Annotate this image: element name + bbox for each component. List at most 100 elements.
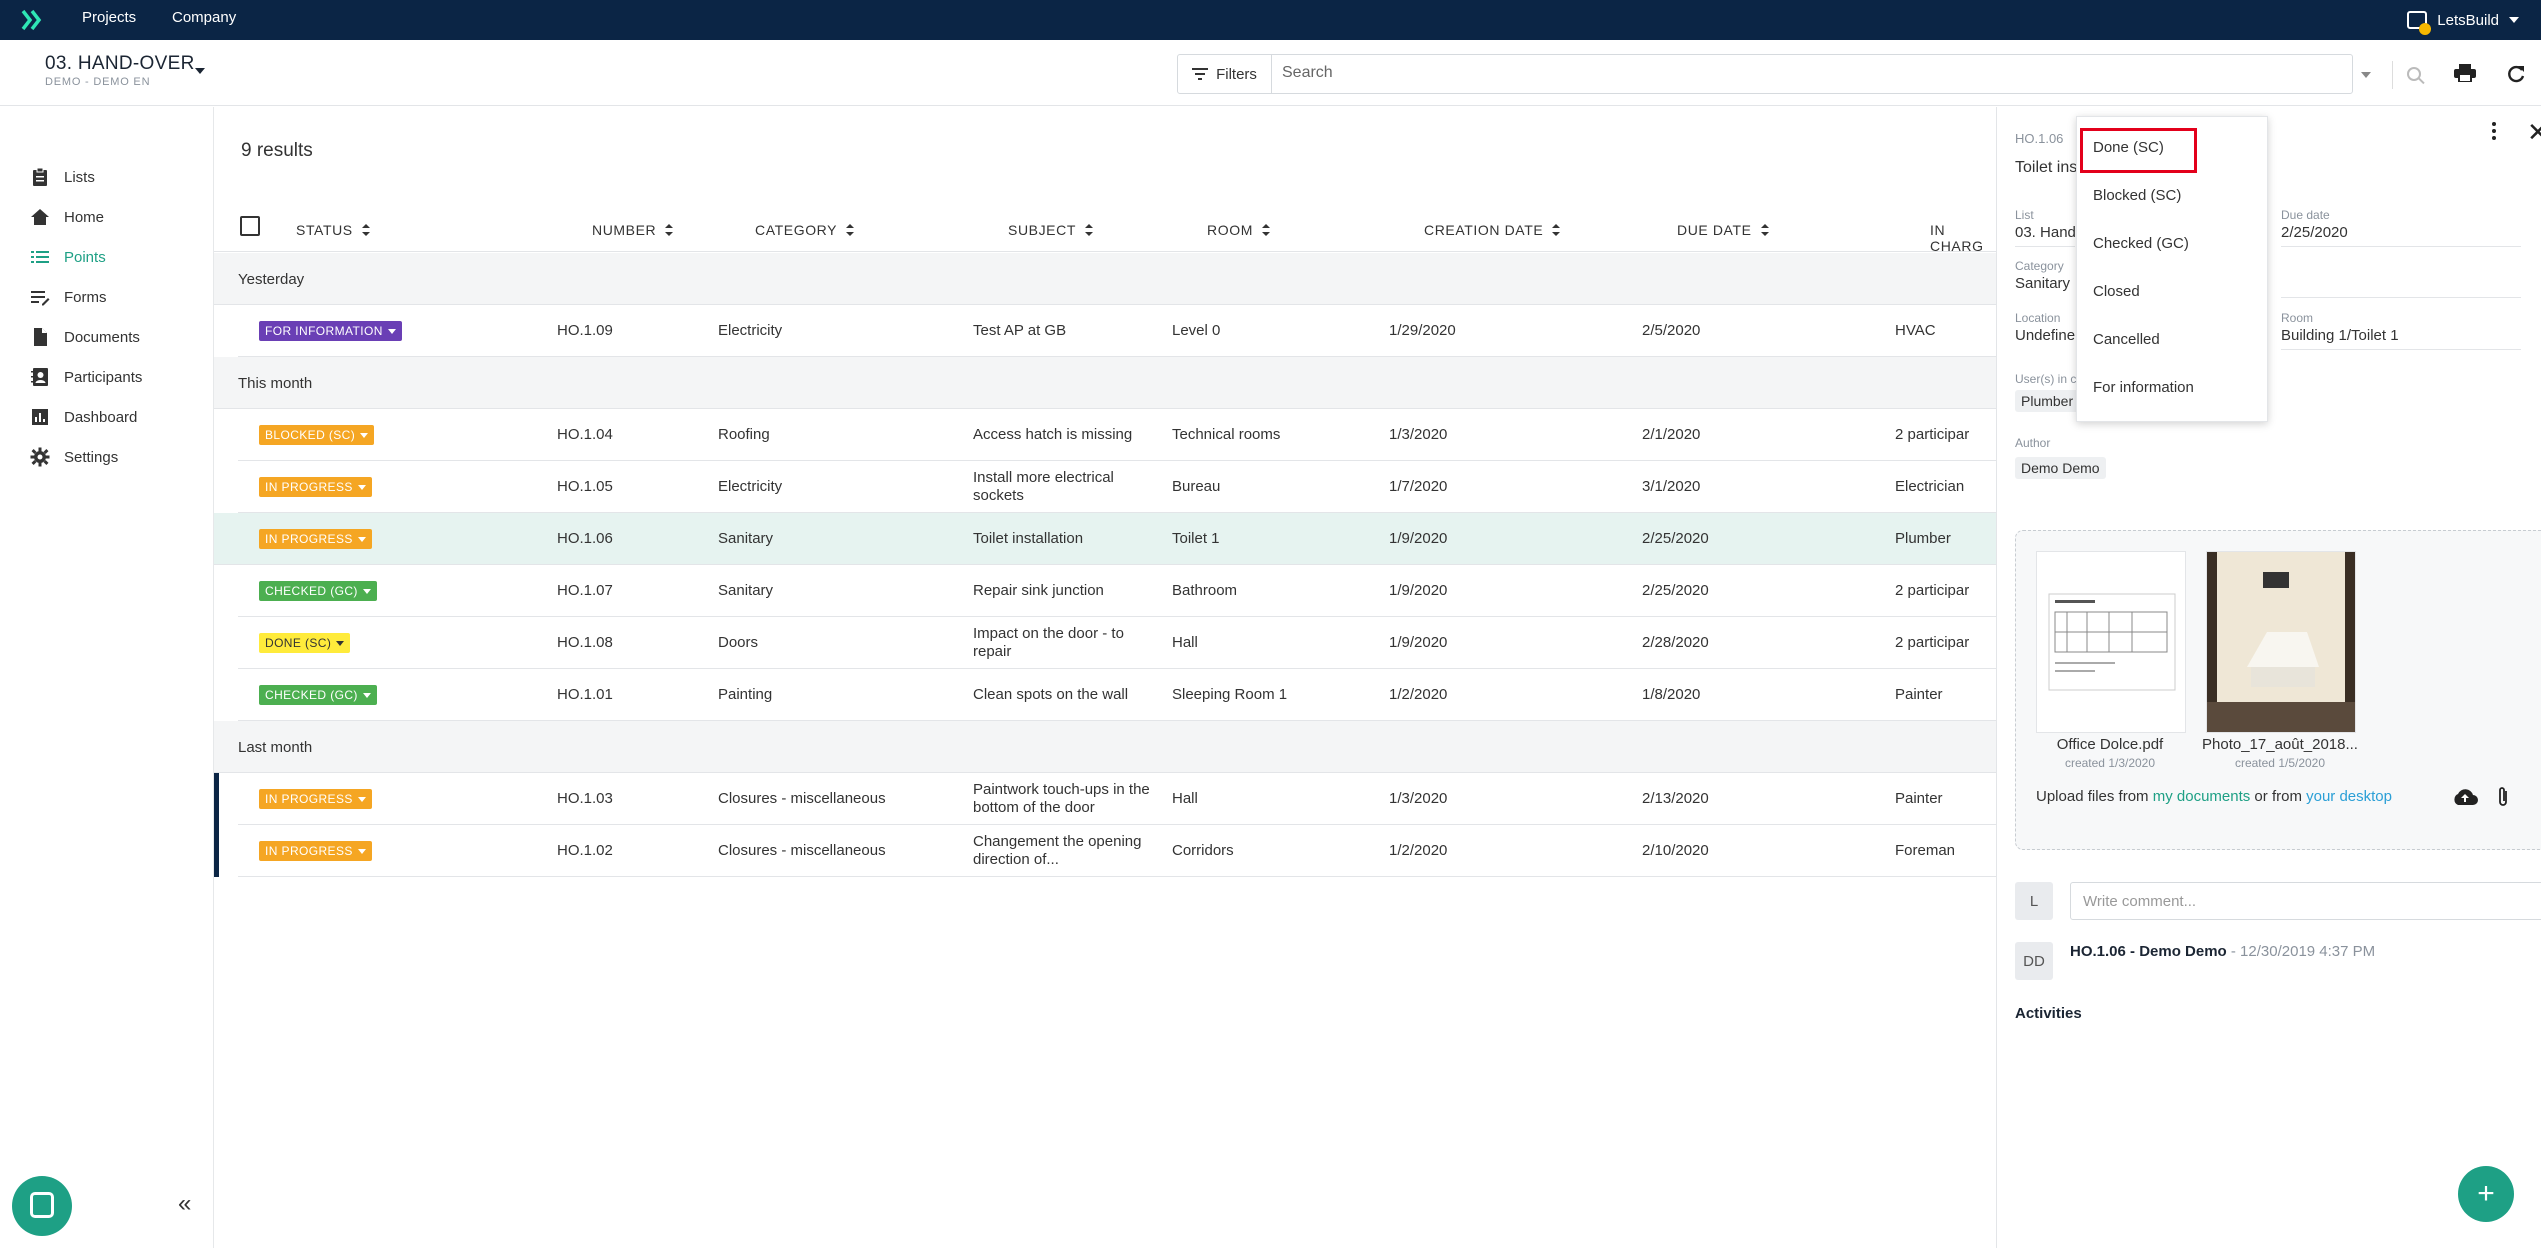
table-row[interactable]: DONE (SC) HO.1.08 Doors Impact on the door … <box>238 617 1996 669</box>
add-point-button[interactable]: + <box>2458 1166 2514 1222</box>
status-option-checked-gc[interactable]: Checked (GC) <box>2093 235 2189 252</box>
column-number[interactable]: NUMBER <box>592 222 674 238</box>
column-in-charge[interactable]: IN CHARG <box>1930 222 1984 254</box>
status-cell[interactable]: IN PROGRESS <box>259 825 439 877</box>
status-badge[interactable]: IN PROGRESS <box>259 529 372 549</box>
search-input[interactable] <box>1282 64 2282 82</box>
my-documents-link[interactable]: my documents <box>2152 788 2251 805</box>
attachment-date: created 1/3/2020 <box>2064 756 2156 770</box>
user-chip[interactable]: Plumber <box>2015 390 2080 412</box>
attachment-name[interactable]: Office Dolce.pdf <box>2056 736 2164 753</box>
search-dropdown-icon[interactable] <box>2361 72 2371 78</box>
your-desktop-link[interactable]: your desktop <box>2306 788 2392 805</box>
project-chevron-down-icon[interactable] <box>195 68 205 74</box>
status-option-done-sc[interactable]: Done (SC) <box>2093 139 2164 156</box>
status-cell[interactable]: IN PROGRESS <box>259 461 439 513</box>
status-cell[interactable]: IN PROGRESS <box>259 513 439 565</box>
point-subject: Impact on the door - to repair <box>973 625 1124 660</box>
status-cell[interactable]: DONE (SC) <box>259 617 439 669</box>
status-badge[interactable]: DONE (SC) <box>259 633 351 653</box>
sidebar-item-settings[interactable]: Settings <box>30 437 118 477</box>
list-value[interactable]: 03. Hand <box>2015 224 2076 241</box>
filters-button[interactable]: Filters <box>1178 55 1272 93</box>
more-options-icon[interactable] <box>2492 122 2496 140</box>
search-icon[interactable] <box>2407 67 2421 81</box>
column-room[interactable]: ROOM <box>1207 222 1271 238</box>
in-charge: Electrician <box>1895 478 1965 495</box>
attachments-area[interactable]: Office Dolce.pdf created 1/3/2020 Photo_… <box>2015 530 2541 850</box>
status-option-blocked-sc[interactable]: Blocked (SC) <box>2093 187 2182 204</box>
column-subject[interactable]: SUBJECT <box>1008 222 1094 238</box>
chevron-down-icon <box>357 484 366 490</box>
cloud-upload-icon[interactable] <box>2452 787 2478 807</box>
category-value[interactable]: Sanitary <box>2015 275 2071 292</box>
status-cell[interactable]: BLOCKED (SC) <box>259 409 439 461</box>
status-option-for-information[interactable]: For information <box>2093 379 2194 396</box>
close-icon[interactable]: ✕ <box>2527 117 2541 147</box>
comment-input[interactable] <box>2070 882 2541 920</box>
sidebar-item-forms[interactable]: Forms <box>30 277 107 317</box>
status-cell[interactable]: CHECKED (GC) <box>259 669 439 721</box>
sidebar-item-points[interactable]: Points <box>30 237 106 277</box>
plus-icon: + <box>2477 1177 2495 1210</box>
nav-projects[interactable]: Projects <box>82 9 137 26</box>
due-date: 2/25/2020 <box>1642 582 1709 599</box>
sidebar-item-lists[interactable]: Lists <box>30 157 95 197</box>
status-badge[interactable]: IN PROGRESS <box>259 789 372 809</box>
status-cell[interactable]: FOR INFORMATION <box>259 305 439 357</box>
attachment-thumbnail[interactable] <box>2206 551 2356 733</box>
table-row[interactable]: FOR INFORMATION HO.1.09 Electricity Test AP… <box>238 305 1996 357</box>
chevron-down-icon <box>357 848 366 854</box>
column-category[interactable]: CATEGORY <box>755 222 855 238</box>
print-icon[interactable] <box>2454 64 2476 82</box>
activity-title[interactable]: HO.1.06 - Demo Demo <box>2070 943 2227 960</box>
status-option-cancelled[interactable]: Cancelled <box>2093 331 2160 348</box>
table-row[interactable]: CHECKED (GC) HO.1.07 Sanitary Repair sink j… <box>238 565 1996 617</box>
status-badge[interactable]: IN PROGRESS <box>259 477 372 497</box>
chevron-down-icon[interactable] <box>2509 17 2519 23</box>
attachment-thumbnail[interactable] <box>2036 551 2186 733</box>
sidebar-item-dashboard[interactable]: Dashboard <box>30 397 137 437</box>
location-value[interactable]: Undefine <box>2015 327 2076 344</box>
status-badge[interactable]: BLOCKED (SC) <box>259 425 375 445</box>
column-creation-date[interactable]: CREATION DATE <box>1424 222 1561 238</box>
user-menu[interactable]: LetsBuild <box>2407 0 2519 40</box>
letsbuild-logo-icon[interactable] <box>20 8 44 32</box>
attachment-name[interactable]: Photo_17_août_2018... <box>2202 736 2358 753</box>
status-badge[interactable]: IN PROGRESS <box>259 841 372 861</box>
refresh-icon[interactable] <box>2506 64 2526 84</box>
point-room: Hall <box>1172 634 1198 651</box>
project-title[interactable]: 03. HAND-OVER <box>45 53 195 74</box>
sidebar-item-documents[interactable]: Documents <box>30 317 140 357</box>
chat-icon <box>30 1192 54 1218</box>
sidebar-item-home[interactable]: Home <box>30 197 104 237</box>
support-chat-button[interactable] <box>12 1176 72 1236</box>
due-date-value[interactable]: 2/25/2020 <box>2281 224 2348 241</box>
paperclip-icon[interactable] <box>2496 785 2510 809</box>
point-number: HO.1.06 <box>557 530 613 547</box>
sidebar-item-label: Documents <box>64 328 140 346</box>
status-cell[interactable]: IN PROGRESS <box>259 773 439 825</box>
collapse-sidebar-icon[interactable]: « <box>178 1190 192 1217</box>
room-value[interactable]: Building 1/Toilet 1 <box>2281 327 2399 344</box>
column-status[interactable]: STATUS <box>296 222 371 238</box>
user-name[interactable]: LetsBuild <box>2437 11 2499 29</box>
status-option-closed[interactable]: Closed <box>2093 283 2140 300</box>
nav-company[interactable]: Company <box>172 9 237 26</box>
status-badge[interactable]: CHECKED (GC) <box>259 581 377 601</box>
table-row[interactable]: IN PROGRESS HO.1.03 Closures - miscellaneo… <box>214 773 1996 825</box>
table-row[interactable]: BLOCKED (SC) HO.1.04 Roofing Access hatch i… <box>238 409 1996 461</box>
sidebar-item-participants[interactable]: Participants <box>30 357 142 397</box>
point-title[interactable]: Toilet ins <box>2015 159 2078 176</box>
select-all-checkbox[interactable] <box>240 216 260 236</box>
column-due-date[interactable]: DUE DATE <box>1677 222 1770 238</box>
status-cell[interactable]: CHECKED (GC) <box>259 565 439 617</box>
notifications-icon[interactable] <box>2407 11 2432 35</box>
table-row[interactable]: IN PROGRESS HO.1.06 Sanitary Toilet install… <box>214 513 1996 565</box>
sort-icon <box>1551 224 1561 236</box>
table-row[interactable]: IN PROGRESS HO.1.05 Electricity Install mor… <box>238 461 1996 513</box>
status-badge[interactable]: FOR INFORMATION <box>259 321 402 341</box>
table-row[interactable]: IN PROGRESS HO.1.02 Closures - miscellaneo… <box>214 825 1996 877</box>
status-badge[interactable]: CHECKED (GC) <box>259 685 377 705</box>
table-row[interactable]: CHECKED (GC) HO.1.01 Painting Clean spots o… <box>238 669 1996 721</box>
